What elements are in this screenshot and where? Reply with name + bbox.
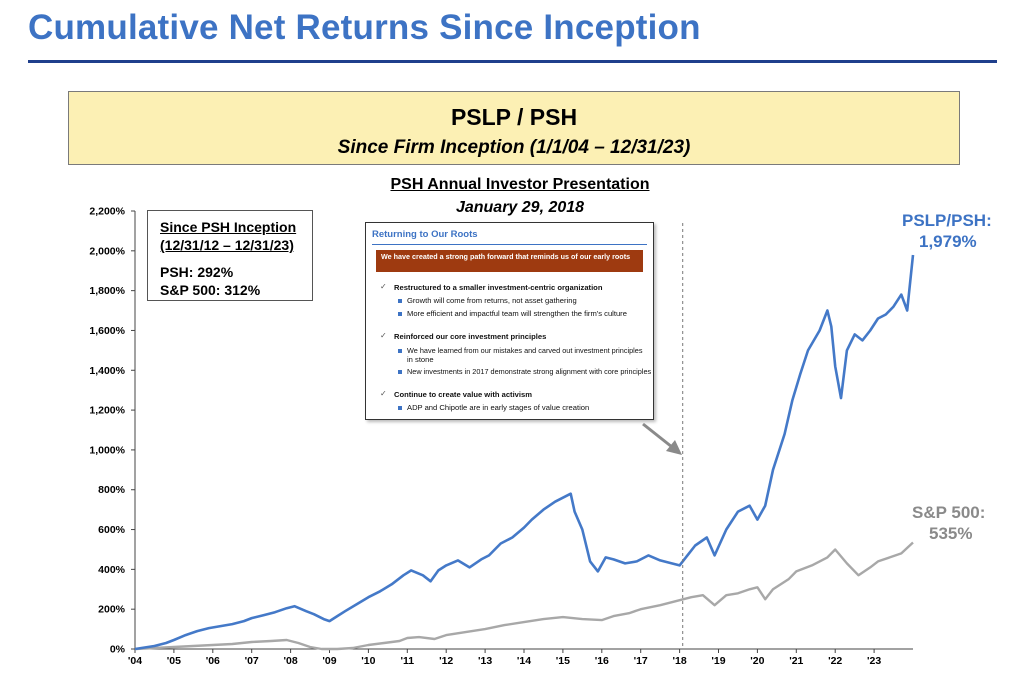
thumbnail-point-heading: Restructured to a smaller investment-cen… — [394, 283, 603, 292]
x-tick-label: '05 — [167, 655, 181, 667]
pslp-psh-end-value: 1,979% — [919, 232, 977, 251]
pslp-psh-series-line — [134, 254, 915, 651]
thumbnail-divider — [372, 244, 647, 245]
inset-psh-return: PSH: 292% — [160, 264, 234, 280]
y-tick-label: 1,600% — [89, 325, 125, 337]
presentation-title: PSH Annual Investor Presentation — [390, 176, 650, 193]
bullet-icon — [398, 349, 402, 353]
x-tick-label: '20 — [750, 655, 764, 667]
thumbnail-bullet: ADP and Chipotle are in early stages of … — [407, 403, 590, 412]
inset-title: Since PSH Inception — [160, 219, 297, 235]
x-tick-label: '06 — [206, 655, 220, 667]
thumbnail-point-heading: Continue to create value with activism — [394, 390, 532, 399]
y-tick-label: 600% — [98, 524, 126, 536]
presentation-slide-thumbnail: Returning to Our Roots We have created a… — [365, 222, 654, 420]
bullet-icon — [398, 406, 402, 410]
inception-stats-box: Since PSH Inception (12/31/12 – 12/31/23… — [147, 210, 313, 301]
inset-sp500-return: S&P 500: 312% — [160, 282, 261, 298]
axes-layer: 0% 200% 400% 600% 800% 1,000% 1,200% 1,400% 1,60… — [89, 206, 913, 667]
thumbnail-bullet: More efficient and impactful team will s… — [407, 309, 627, 318]
check-icon: ✓ — [380, 331, 387, 340]
header-box: PSLP / PSH Since Firm Inception (1/1/04 … — [68, 91, 960, 165]
arrow-icon — [642, 422, 682, 455]
y-tick-label: 1,200% — [89, 405, 125, 417]
y-tick-label: 1,000% — [89, 444, 125, 456]
x-tick-label: '13 — [478, 655, 492, 667]
bullet-icon — [398, 370, 402, 374]
y-tick-label: 2,200% — [89, 206, 125, 218]
x-tick-label: '12 — [439, 655, 453, 667]
x-tick-label: '09 — [322, 655, 336, 667]
y-tick-label: 200% — [98, 604, 126, 616]
x-tick-label: '23 — [867, 655, 881, 667]
thumbnail-point-heading: Reinforced our core investment principle… — [394, 332, 547, 341]
thumbnail-bullet-continuation: in stone — [407, 355, 434, 364]
y-tick-label: 2,000% — [89, 245, 125, 257]
pslp-psh-end-label: PSLP/PSH: — [902, 211, 992, 230]
y-tick-label: 0% — [110, 644, 126, 656]
presentation-date: January 29, 2018 — [455, 199, 585, 216]
series-layer — [134, 254, 915, 651]
thumbnail-banner: We have created a strong path forward th… — [376, 250, 643, 272]
x-tick-label: '15 — [556, 655, 570, 667]
x-tick-label: '08 — [284, 655, 298, 667]
x-tick-label: '22 — [828, 655, 842, 667]
x-tick-label: '07 — [245, 655, 259, 667]
check-icon: ✓ — [380, 389, 387, 398]
annotation-layer — [642, 223, 684, 649]
x-tick-label: '21 — [789, 655, 803, 667]
slide-title: Cumulative Net Returns Since Inception — [28, 8, 701, 47]
sp500-series-line — [134, 541, 914, 651]
sp500-end-value: 535% — [929, 524, 973, 543]
x-tick-label: '04 — [128, 655, 142, 667]
x-tick-label: '10 — [361, 655, 375, 667]
x-tick-label: '14 — [517, 655, 531, 667]
thumbnail-bullet: We have learned from our mistakes and ca… — [407, 346, 643, 355]
x-tick-label: '18 — [673, 655, 687, 667]
y-tick-label: 1,400% — [89, 365, 125, 377]
y-tick-label: 800% — [98, 484, 126, 496]
sp500-end-label: S&P 500: — [912, 503, 986, 522]
y-tick-label: 1,800% — [89, 285, 125, 297]
x-tick-label: '19 — [711, 655, 725, 667]
title-underline — [28, 60, 997, 63]
bullet-icon — [398, 312, 402, 316]
check-icon: ✓ — [380, 282, 387, 291]
x-tick-label: '17 — [634, 655, 648, 667]
x-tick-label: '11 — [400, 655, 414, 667]
header-main-title: PSLP / PSH — [450, 104, 578, 130]
thumbnail-title: Returning to Our Roots — [372, 229, 478, 240]
bullet-icon — [398, 299, 402, 303]
header-subtitle: Since Firm Inception (1/1/04 – 12/31/23) — [337, 137, 691, 158]
thumbnail-bullet: Growth will come from returns, not asset… — [407, 296, 577, 305]
y-tick-label: 400% — [98, 564, 126, 576]
inset-dates: (12/31/12 – 12/31/23) — [160, 237, 294, 253]
thumbnail-bullet: New investments in 2017 demonstrate stro… — [407, 367, 652, 376]
x-tick-label: '16 — [595, 655, 609, 667]
